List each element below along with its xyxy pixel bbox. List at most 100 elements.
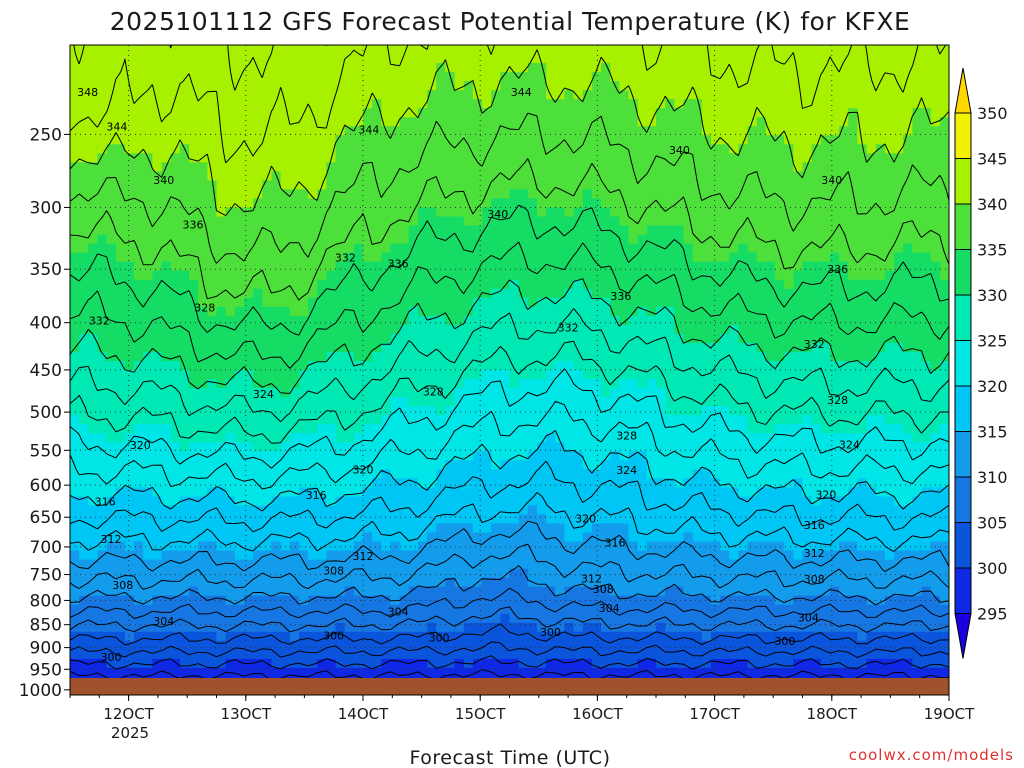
contour-lines (70, 45, 949, 687)
y-tick-label: 250 (30, 125, 62, 145)
contour-316 (70, 492, 949, 552)
colorbar-label: 345 (977, 150, 1008, 169)
contour-label: 340 (821, 174, 842, 187)
contour-label: 300 (323, 629, 344, 642)
x-tick-label: 14OCT (338, 705, 389, 723)
contour-label: 312 (353, 550, 374, 563)
contour-322 (70, 400, 949, 490)
contour-label: 300 (101, 651, 122, 664)
y-tick-label: 500 (30, 403, 62, 423)
y-tick-label: 950 (30, 660, 62, 680)
chart-title: 2025101112 GFS Forecast Potential Temper… (110, 7, 911, 36)
contour-326 (70, 340, 949, 444)
contour-312 (70, 543, 949, 590)
contour-338 (70, 112, 949, 264)
contour-label: 336 (610, 290, 631, 303)
y-tick-label: 650 (30, 508, 62, 528)
contour-label: 300 (774, 635, 795, 648)
contour-302 (70, 641, 949, 658)
colorbar-label: 325 (977, 332, 1008, 351)
contour-label: 308 (593, 583, 614, 596)
colorbar-label: 315 (977, 423, 1008, 442)
x-tick-label: 13OCT (221, 705, 272, 723)
colorbar-segment (954, 567, 972, 614)
contour-label: 332 (558, 322, 579, 335)
contour-label: 316 (95, 496, 116, 509)
y-tick-label: 600 (30, 476, 62, 496)
y-tick-label: 300 (30, 198, 62, 218)
contour-label: 336 (183, 218, 204, 231)
contour-label: 304 (599, 602, 620, 615)
colorbar-label: 330 (977, 286, 1008, 305)
colorbar-label: 350 (977, 104, 1008, 123)
colorbar-segment (954, 203, 972, 250)
colorbar-label: 340 (977, 195, 1008, 214)
contour-label: 340 (669, 144, 690, 157)
contour-label: 312 (804, 547, 825, 560)
contour-label: 312 (581, 572, 602, 585)
contour-label: 316 (604, 536, 625, 549)
colorbar-segment (954, 431, 972, 478)
contour-label: 316 (804, 519, 825, 532)
contour-label: 312 (101, 533, 122, 546)
contour-306 (70, 606, 949, 633)
colorbar-top-arrow (954, 67, 972, 114)
contour-label: 336 (388, 257, 409, 270)
y-tick-label: 850 (30, 616, 62, 636)
y-tick-label: 750 (30, 566, 62, 586)
contour-300 (70, 655, 949, 670)
contour-label: 320 (575, 512, 596, 525)
contour-label: 332 (804, 338, 825, 351)
y-tick-label: 400 (30, 314, 62, 334)
contour-334 (70, 204, 949, 336)
contour-330 (70, 278, 949, 394)
credit-text: coolwx.com/models (849, 746, 1014, 764)
contour-label: 328 (423, 386, 444, 399)
contour-label: 332 (335, 252, 356, 265)
contour-label: 344 (358, 124, 379, 137)
colorbar-segment (954, 385, 972, 432)
colorbar: 350 345 340 335 330 325 320 315 310 305 300 295 (954, 67, 1008, 659)
y-tick-label: 800 (30, 591, 62, 611)
contour-label: 344 (106, 120, 127, 133)
contour-label: 328 (827, 394, 848, 407)
x-tick-label: 16OCT (572, 705, 623, 723)
contour-label: 328 (616, 429, 637, 442)
contour-label: 324 (839, 438, 860, 451)
y-tick-label: 700 (30, 538, 62, 558)
y-tick-label: 550 (30, 441, 62, 461)
contour-label: 308 (112, 579, 133, 592)
x-axis-year: 2025 (111, 724, 149, 742)
colorbar-segment (954, 340, 972, 387)
contour-label: 336 (827, 263, 848, 276)
x-tick-label: 17OCT (689, 705, 740, 723)
colorbar-segment (954, 476, 972, 523)
contour-label: 340 (153, 174, 174, 187)
contour-332 (70, 241, 949, 369)
colorbar-label: 305 (977, 514, 1008, 533)
colorbar-label: 320 (977, 377, 1008, 396)
y-tick-label: 900 (30, 639, 62, 659)
y-axis: 250 300 350 400 450 500 550 600 650 700 750 800 850 9… (19, 125, 70, 701)
ground-strip (70, 678, 949, 695)
x-tick-label: 12OCT (103, 705, 154, 723)
contour-label: 308 (804, 573, 825, 586)
colorbar-label: 295 (977, 605, 1008, 624)
y-tick-label: 450 (30, 361, 62, 381)
contour-labels: 348 344 344 344 340 340 340 340 336 336 336 336 332 3… (77, 86, 860, 664)
contour-label: 320 (815, 488, 836, 501)
contour-label: 324 (616, 464, 637, 477)
contour-label: 304 (388, 605, 409, 618)
contour-304 (70, 623, 949, 646)
contour-344 (73, 45, 328, 91)
contour-label: 316 (306, 489, 327, 502)
contour-label: 320 (130, 439, 151, 452)
contour-label: 308 (323, 564, 344, 577)
colorbar-label: 310 (977, 468, 1008, 487)
contour-label: 348 (77, 86, 98, 99)
contour-label: 300 (540, 626, 561, 639)
contour-label: 332 (89, 315, 110, 328)
x-axis: 12OCT 13OCT 14OCT 15OCT 16OCT 17OCT 18OCT 19OCT (69, 695, 975, 723)
x-tick-label: 15OCT (455, 705, 506, 723)
